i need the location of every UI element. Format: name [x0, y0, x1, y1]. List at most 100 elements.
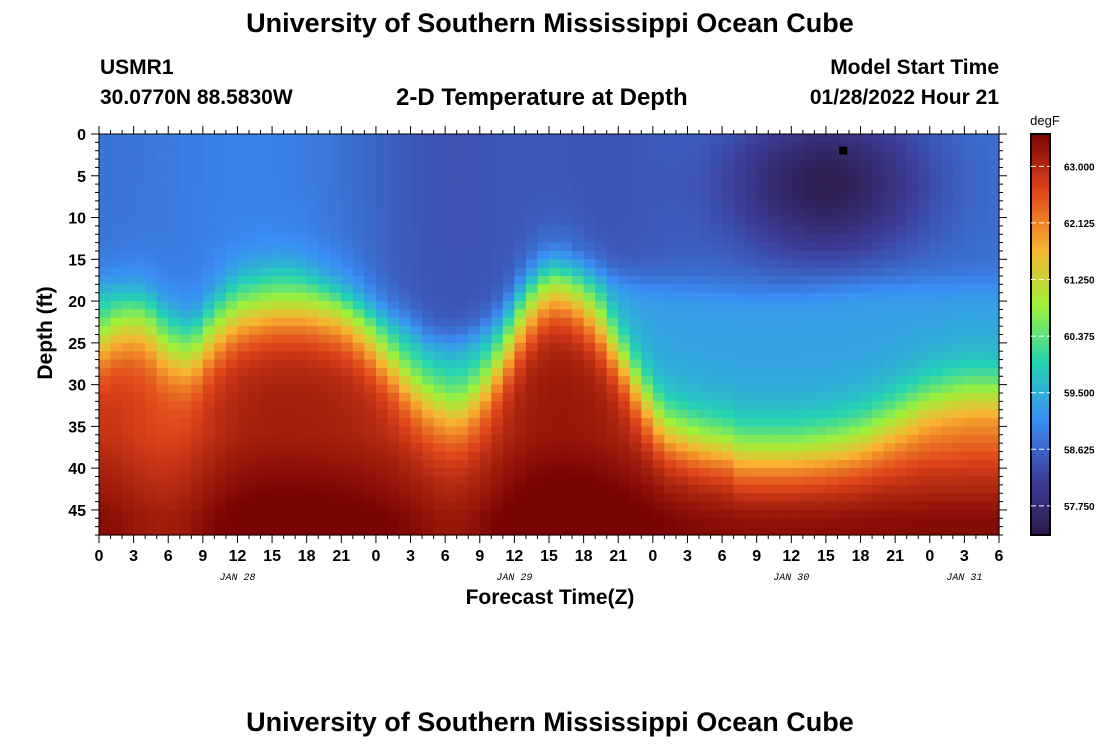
- heatmap-cell: [502, 242, 515, 252]
- colorbar-segment: [1031, 494, 1050, 499]
- heatmap-cell: [722, 493, 735, 503]
- heatmap-cell: [595, 134, 608, 143]
- heatmap-cell: [883, 284, 896, 294]
- heatmap-cell: [168, 392, 181, 402]
- colorbar-segment: [1031, 408, 1050, 412]
- heatmap-cell: [156, 317, 169, 327]
- heatmap-cell: [456, 468, 469, 478]
- heatmap-cell: [768, 217, 781, 227]
- heatmap-cell: [629, 200, 642, 210]
- heatmap-cell: [387, 209, 400, 219]
- heatmap-cell: [445, 184, 458, 194]
- heatmap-cell: [468, 459, 481, 469]
- heatmap-cell: [906, 468, 919, 478]
- heatmap-cell: [491, 309, 504, 319]
- heatmap-cell: [883, 434, 896, 444]
- colorbar-segment: [1031, 414, 1050, 419]
- heatmap-cell: [456, 159, 469, 169]
- heatmap-cell: [318, 175, 331, 185]
- x-tick-label: 9: [752, 548, 761, 565]
- heatmap-cell: [156, 326, 169, 336]
- heatmap-cell: [514, 351, 527, 361]
- heatmap-cell: [675, 493, 689, 503]
- heatmap-cell: [202, 225, 215, 235]
- heatmap-cell: [629, 167, 642, 177]
- heatmap-cell: [825, 468, 839, 478]
- heatmap-cell: [364, 451, 377, 461]
- heatmap-cell: [156, 134, 169, 143]
- heatmap-cell: [618, 175, 631, 185]
- y-tick-label: 25: [68, 336, 86, 353]
- heatmap-cell: [572, 317, 585, 327]
- heatmap-cell: [122, 351, 135, 361]
- heatmap-cell: [133, 359, 146, 369]
- heatmap-cell: [710, 342, 723, 352]
- heatmap-cell: [283, 309, 296, 319]
- heatmap-cell: [583, 292, 596, 302]
- heatmap-cell: [964, 159, 977, 169]
- heatmap-cell: [572, 384, 585, 394]
- heatmap-cell: [122, 284, 135, 294]
- heatmap-cell: [883, 175, 896, 185]
- heatmap-cell: [537, 509, 550, 519]
- heatmap-cell: [491, 142, 504, 152]
- heatmap-cell: [179, 501, 192, 511]
- heatmap-cell: [352, 443, 365, 453]
- heatmap-cell: [572, 267, 585, 277]
- heatmap-cell: [364, 418, 377, 427]
- heatmap-cell: [537, 209, 550, 219]
- heatmap-cell: [329, 276, 342, 285]
- heatmap-cell: [456, 443, 469, 453]
- heatmap-cell: [468, 242, 481, 252]
- heatmap-cell: [595, 267, 608, 277]
- heatmap-cell: [675, 484, 689, 494]
- heatmap-cell: [883, 426, 896, 436]
- heatmap-cell: [145, 526, 158, 536]
- heatmap-cell: [537, 459, 550, 469]
- heatmap-cell: [664, 518, 677, 528]
- heatmap-cell: [941, 301, 954, 311]
- heatmap-cell: [514, 292, 527, 302]
- heatmap-cell: [756, 376, 769, 386]
- heatmap-cell: [133, 509, 146, 519]
- heatmap-cell: [906, 225, 919, 235]
- heatmap-cell: [179, 459, 192, 469]
- heatmap-cell: [156, 367, 169, 377]
- heatmap-cell: [860, 159, 873, 169]
- heatmap-cell: [375, 192, 389, 202]
- heatmap-cell: [664, 284, 677, 294]
- heatmap-cell: [168, 225, 181, 235]
- heatmap-cell: [306, 309, 319, 319]
- heatmap-cell: [225, 184, 239, 194]
- heatmap-cell: [502, 376, 515, 386]
- heatmap-cell: [906, 200, 919, 210]
- heatmap-cell: [156, 334, 169, 344]
- heatmap-cell: [122, 501, 135, 511]
- heatmap-cell: [756, 192, 769, 202]
- heatmap-cell: [618, 509, 631, 519]
- heatmap-cell: [549, 200, 562, 210]
- heatmap-cell: [237, 359, 250, 369]
- heatmap-cell: [191, 526, 204, 536]
- heatmap-cell: [710, 234, 723, 244]
- heatmap-cell: [110, 250, 123, 260]
- heatmap-cell: [468, 493, 481, 503]
- heatmap-cell: [491, 225, 504, 235]
- heatmap-cell: [399, 334, 412, 344]
- colorbar-segment: [1031, 357, 1050, 362]
- heatmap-cell: [918, 309, 931, 319]
- heatmap-cell: [860, 184, 873, 194]
- heatmap-cell: [825, 284, 839, 294]
- heatmap-cell: [975, 493, 989, 503]
- heatmap-cell: [133, 434, 146, 444]
- heatmap-cell: [352, 276, 365, 285]
- heatmap-cell: [122, 209, 135, 219]
- heatmap-cell: [537, 292, 550, 302]
- heatmap-cell: [756, 334, 769, 344]
- heatmap-cell: [641, 317, 654, 327]
- heatmap-cell: [341, 518, 354, 528]
- heatmap-cell: [687, 526, 700, 536]
- heatmap-cell: [110, 342, 123, 352]
- heatmap-cell: [860, 476, 873, 486]
- heatmap-cell: [837, 351, 850, 361]
